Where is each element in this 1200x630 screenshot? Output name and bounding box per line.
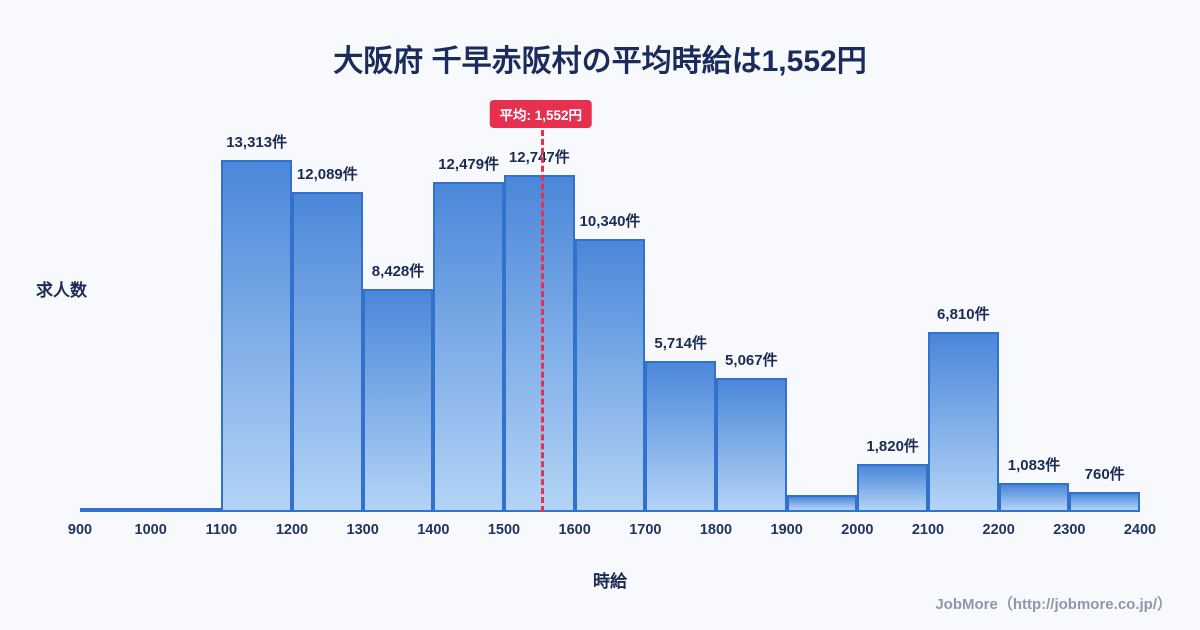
bar-value-label: 13,313件 (226, 134, 288, 151)
x-axis-tick: 1600 (558, 522, 591, 538)
histogram-bar (433, 182, 504, 512)
x-axis-tick: 1500 (487, 522, 521, 538)
histogram-bar (928, 331, 999, 512)
mean-dashed-line (540, 130, 544, 512)
bar-value-label: 5,067件 (725, 352, 778, 370)
histogram-bar (574, 238, 646, 512)
histogram-bar (998, 483, 1070, 512)
bar-value-label: 12,089件 (296, 166, 358, 184)
histogram-bar (645, 360, 716, 512)
x-axis-tick: 1300 (346, 522, 379, 538)
x-axis-tick: 1000 (134, 522, 167, 538)
x-axis-tick: 2000 (841, 522, 874, 538)
x-axis-tick: 2100 (911, 522, 945, 538)
bar-value-label: 12,479件 (438, 156, 500, 174)
bar-value-label: 6,810件 (937, 305, 990, 323)
histogram-bar (362, 289, 434, 512)
x-axis-tick: 2300 (1053, 522, 1086, 538)
x-axis-tick: 900 (67, 522, 93, 538)
x-axis-tick: 1400 (417, 522, 450, 538)
histogram-bar (857, 463, 928, 512)
x-axis-tick: 2400 (1123, 522, 1157, 538)
y-axis-label: 求人数 (36, 281, 87, 300)
x-axis-tick: 1800 (699, 522, 733, 538)
bar-value-label: 12,747件 (508, 148, 570, 166)
histogram-bar (716, 378, 787, 512)
histogram-bar (504, 174, 575, 512)
x-axis-tick: 1700 (629, 522, 662, 538)
x-axis-tick: 1900 (770, 522, 803, 538)
bar-value-label: 1,820件 (866, 437, 919, 455)
mean-badge: 平均: 1,552円 (489, 100, 592, 128)
histogram-bar (80, 508, 151, 512)
x-axis-tick: 1200 (275, 522, 309, 538)
chart-title: 大阪府 千早赤阪村の平均時給は1,552円 (333, 45, 867, 78)
footer-credit: JobMore（http://jobmore.co.jp/） (935, 596, 1172, 613)
histogram-bar (1069, 491, 1140, 512)
histogram-bar (150, 508, 222, 512)
histogram-bar (292, 192, 363, 512)
histogram-bar (786, 495, 858, 512)
bar-value-label: 1,083件 (1007, 457, 1061, 475)
plot-area: 平均: 1,552円 13,313件 12,089件 8,428件 12,479件 12… (68, 100, 1156, 538)
histogram-bar (221, 160, 292, 512)
bar-value-label: 5,714件 (654, 334, 707, 352)
bar-value-label: 10,340件 (579, 212, 641, 230)
x-axis-tick: 1100 (205, 522, 238, 538)
x-axis-label: 時給 (593, 572, 627, 591)
x-axis-tick: 2200 (982, 522, 1015, 538)
bar-value-label: 760件 (1084, 465, 1125, 483)
bar-value-label: 8,428件 (371, 263, 425, 281)
